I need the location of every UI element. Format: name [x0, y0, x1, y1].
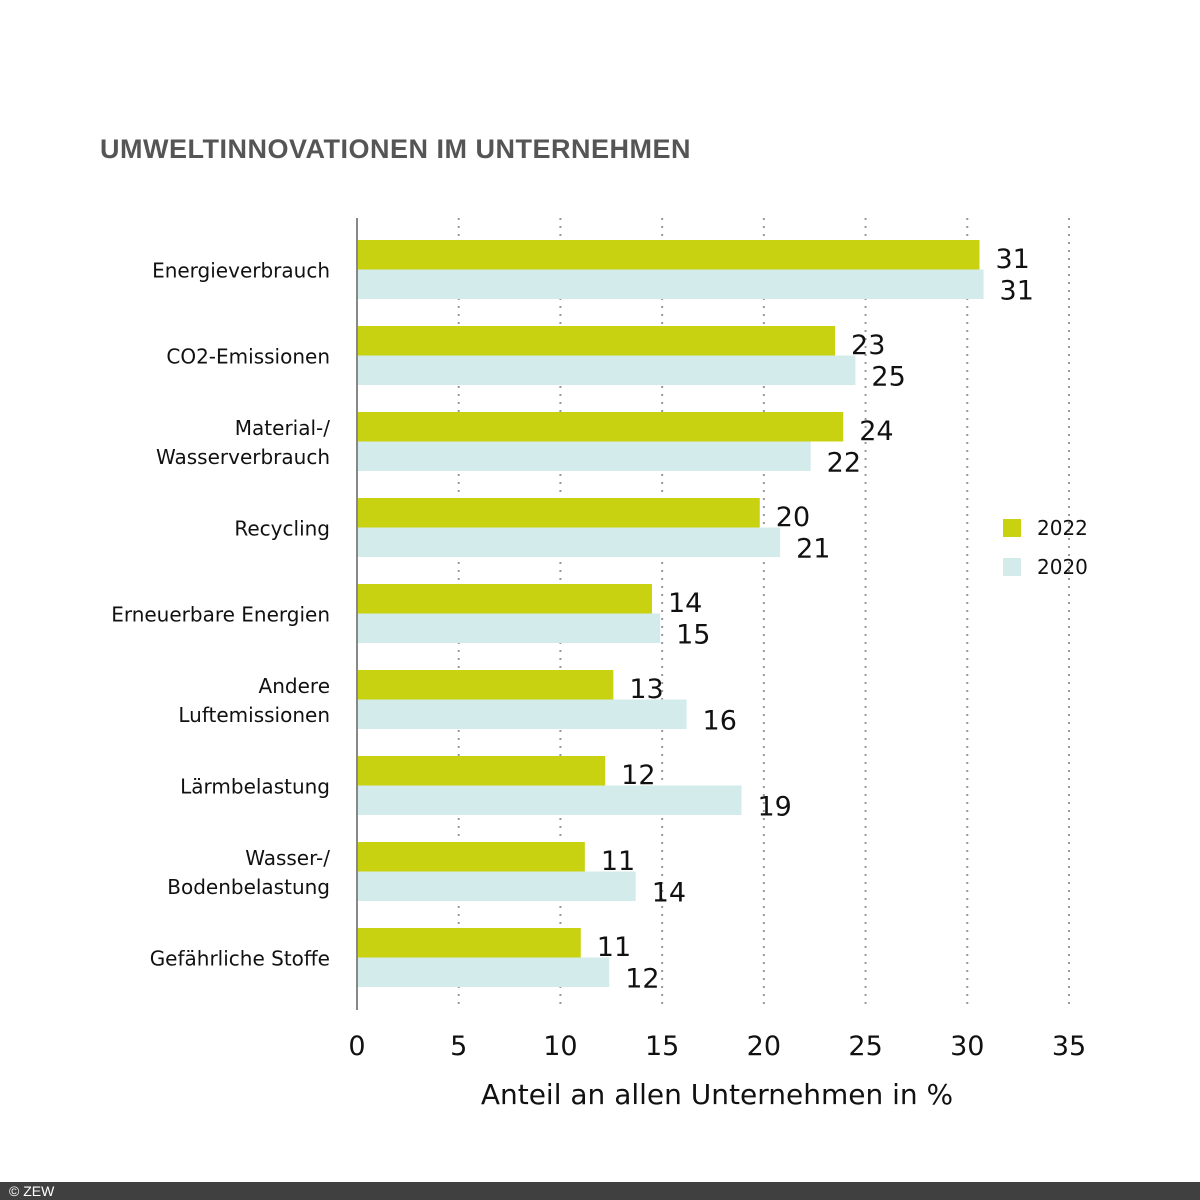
data-label-2020: 31 — [1000, 276, 1034, 307]
x-axis-label: Anteil an allen Unternehmen in % — [481, 1078, 953, 1111]
bar-2022 — [357, 326, 836, 356]
category-label: Recycling — [234, 517, 330, 541]
category-label: Gefährliche Stoffe — [150, 947, 330, 971]
bar-2020 — [357, 699, 687, 729]
data-label-2020: 25 — [871, 362, 905, 393]
category-label: Wasserverbrauch — [156, 445, 330, 469]
x-tick-label: 10 — [543, 1031, 577, 1062]
category-label: Energieverbrauch — [152, 259, 330, 283]
bar-2020 — [357, 527, 781, 557]
category-label: Luftemissionen — [178, 703, 330, 727]
legend-label-2022: 2022 — [1037, 516, 1088, 540]
category-label: Wasser-/ — [245, 846, 330, 870]
data-label-2020: 22 — [827, 448, 861, 479]
chart-title: UMWELTINNOVATIONEN IM UNTERNEHMEN — [100, 134, 691, 164]
bar-2020 — [357, 957, 610, 987]
x-tick-label: 20 — [747, 1031, 781, 1062]
footer-bar: © ZEW — [0, 1182, 1200, 1200]
bar-2022 — [357, 928, 581, 958]
legend-swatch-2022 — [1003, 519, 1021, 537]
bar-2022 — [357, 412, 844, 442]
bar-2020 — [357, 355, 856, 385]
x-tick-label: 30 — [950, 1031, 984, 1062]
legend-swatch-2020 — [1003, 558, 1021, 576]
data-label-2022: 24 — [859, 416, 893, 447]
x-tick-label: 15 — [645, 1031, 679, 1062]
category-label: Andere — [259, 674, 330, 698]
data-label-2020: 14 — [652, 878, 686, 909]
data-label-2022: 20 — [776, 502, 810, 533]
bar-2020 — [357, 613, 661, 643]
data-label-2020: 15 — [676, 620, 710, 651]
bar-2022 — [357, 670, 614, 700]
data-label-2020: 16 — [703, 706, 737, 737]
data-label-2020: 19 — [757, 792, 791, 823]
data-label-2020: 21 — [796, 534, 830, 565]
bar-2020 — [357, 871, 636, 901]
category-label: Lärmbelastung — [180, 775, 330, 799]
category-label: Material-/ — [235, 416, 330, 440]
category-label: CO2-Emissionen — [166, 345, 330, 369]
bar-2020 — [357, 269, 984, 299]
data-label-2020: 12 — [625, 964, 659, 995]
legend-label-2020: 2020 — [1037, 555, 1088, 579]
bar-2022 — [357, 756, 606, 786]
bar-2022 — [357, 498, 760, 528]
bar-2022 — [357, 842, 585, 872]
x-tick-label: 5 — [450, 1031, 467, 1062]
bar-2022 — [357, 240, 980, 270]
category-label: Erneuerbare Energien — [111, 603, 330, 627]
bar-2020 — [357, 785, 742, 815]
data-label-2022: 31 — [995, 244, 1029, 275]
copyright: © ZEW — [9, 1183, 55, 1199]
category-label: Bodenbelastung — [167, 875, 330, 899]
x-tick-label: 25 — [848, 1031, 882, 1062]
x-tick-label: 0 — [348, 1031, 365, 1062]
bar-2022 — [357, 584, 652, 614]
data-label-2022: 14 — [668, 588, 702, 619]
data-label-2022: 23 — [851, 330, 885, 361]
bar-2020 — [357, 441, 811, 471]
x-tick-label: 35 — [1052, 1031, 1086, 1062]
